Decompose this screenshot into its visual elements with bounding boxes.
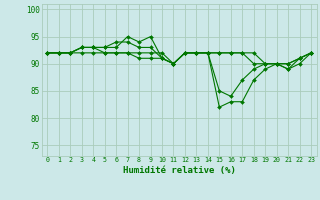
X-axis label: Humidité relative (%): Humidité relative (%) [123, 166, 236, 175]
